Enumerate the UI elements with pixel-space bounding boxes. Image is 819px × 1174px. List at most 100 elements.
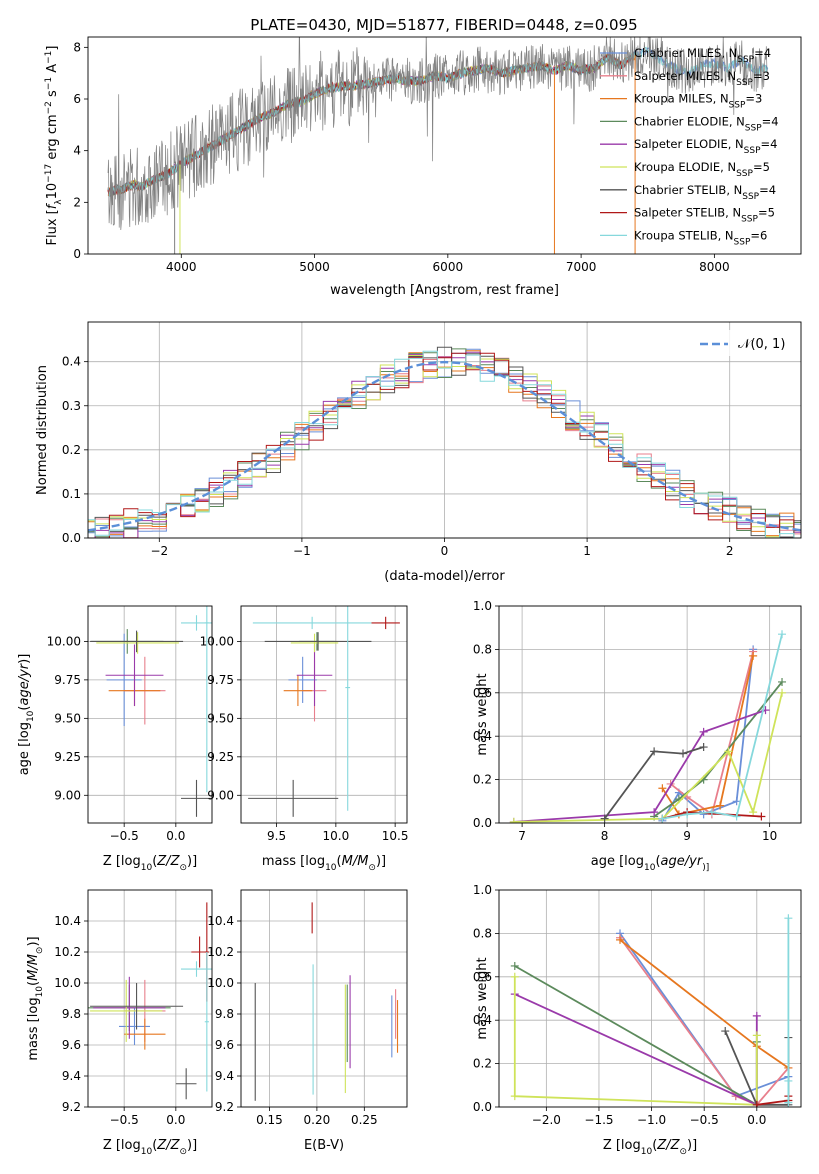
y-tick-label: 0.1 [62, 487, 81, 501]
y-tick-label: 0.6 [473, 686, 492, 700]
x-tick-label: 9 [683, 829, 691, 843]
mass-weight-line [513, 976, 758, 1106]
y-tick-label: 9.50 [207, 711, 234, 725]
mass_vs_Z-plot-area [88, 902, 212, 1100]
mass-weight-marker [784, 914, 793, 923]
mass-weight-marker [616, 935, 625, 944]
y-tick-label: 10.2 [54, 945, 81, 959]
massweight_vs_age-xlabel: age [log10(age/yr)] [591, 854, 709, 873]
massweight_vs_Z-xlabel: Z [log10(Z/Z⊙)] [603, 1138, 697, 1157]
y-tick-label: 1.0 [473, 883, 492, 897]
x-tick-label: 0 [441, 544, 449, 558]
y-tick-label: 10.0 [54, 976, 81, 990]
mass-weight-marker [510, 961, 519, 970]
gaussian-curve [88, 360, 801, 532]
mass-weight-marker [658, 784, 667, 793]
legend-label: Chabrier STELIB, NSSP=4 [634, 183, 776, 202]
spectrum-xlabel: wavelength [Angstrom, rest frame] [330, 283, 559, 298]
y-tick-label: 9.50 [54, 711, 81, 725]
x-tick-label: 8000 [699, 260, 730, 274]
legend-label: Salpeter ELODIE, NSSP=4 [634, 137, 777, 156]
x-tick-label: 0.20 [304, 1113, 331, 1127]
residuals-frame [87, 321, 802, 539]
spectrum-frame [87, 36, 802, 255]
x-tick-label: −1 [293, 544, 311, 558]
legend-label: Kroupa MILES, NSSP=3 [634, 92, 762, 111]
y-tick-label: 9.4 [62, 1069, 81, 1083]
mass-weight-line [514, 965, 758, 1107]
legend-label: Kroupa ELODIE, NSSP=5 [634, 160, 770, 179]
massweight_vs_Z-ylabel: mass weight [475, 957, 490, 1039]
x-tick-label: 5000 [299, 260, 330, 274]
mass-weight-marker [510, 1092, 519, 1101]
mass-weight-marker [699, 743, 708, 752]
x-tick-label: −1.0 [637, 1113, 666, 1127]
residual-histogram [88, 352, 801, 538]
x-tick-label: 9.5 [267, 829, 286, 843]
mass-weight-line [670, 651, 754, 816]
plots-layer: 4000 5000 6000 7000 8000 0 2 4 6 8 wavelength [Ang… [17, 36, 802, 1157]
age_vs_mass-plot-area [248, 606, 400, 817]
x-tick-label: −2 [150, 544, 168, 558]
mass-weight-marker [679, 749, 688, 758]
x-tick-label: 0.0 [747, 1113, 766, 1127]
mass-weight-marker [732, 812, 741, 821]
y-tick-label: 4 [73, 144, 81, 158]
y-tick-label: 0 [73, 247, 81, 261]
y-tick-label: 9.75 [54, 673, 81, 687]
mass-weight-marker [757, 812, 766, 821]
spectrum-axes: 4000 5000 6000 7000 8000 0 2 4 6 8 [73, 40, 729, 274]
legend-label: Salpeter MILES, NSSP=3 [634, 69, 770, 88]
y-tick-label: 9.25 [207, 750, 234, 764]
residual-histogram [88, 350, 801, 538]
legend-box [691, 330, 795, 356]
mass_vs_ebv-axes: 0.15 0.20 0.25 9.2 9.4 9.6 9.8 10.0 10.2 10.4 [207, 890, 407, 1127]
residuals-ylabel: Normed distribution [35, 365, 50, 495]
y-tick-label: 0.0 [473, 816, 492, 830]
x-tick-label: 2 [726, 544, 734, 558]
x-tick-label: −0.5 [110, 1113, 139, 1127]
mass_vs_Z-axes: −0.5 0.0 9.2 9.4 9.6 9.8 10.0 10.2 10.4 [54, 890, 212, 1127]
mass-weight-marker [752, 1031, 761, 1040]
y-tick-label: 8 [73, 40, 81, 54]
y-tick-label: 9.00 [207, 788, 234, 802]
y-tick-label: 0.0 [62, 531, 81, 545]
x-tick-label: 6000 [433, 260, 464, 274]
age_vs_Z-xlabel: Z [log10(Z/Z⊙)] [103, 854, 197, 873]
massweight_vs_Z-frame [498, 889, 802, 1108]
massweight_vs_age-plot-area [509, 630, 787, 823]
mass-weight-marker [784, 1076, 793, 1085]
legend-label: Chabrier MILES, NSSP=4 [634, 46, 771, 65]
spectrum-data-line [107, 37, 768, 231]
x-tick-label: −0.5 [110, 829, 139, 843]
mass-weight-marker [600, 814, 609, 823]
x-tick-label: 10 [762, 829, 777, 843]
mass-weight-marker [699, 727, 708, 736]
residual-histogram [88, 348, 801, 538]
x-tick-label: 7000 [566, 260, 597, 274]
x-tick-label: 4000 [166, 260, 197, 274]
y-tick-label: 2 [73, 195, 81, 209]
mass-weight-marker [752, 1011, 761, 1020]
mass-weight-marker [732, 797, 741, 806]
mass-weight-marker [650, 808, 659, 817]
mass-weight-line [653, 681, 783, 818]
mass-weight-marker [724, 747, 733, 756]
y-tick-label: 0.3 [62, 399, 81, 413]
x-tick-label: −2.0 [532, 1113, 561, 1127]
spectrum-model-line [107, 52, 637, 197]
mass-weight-line [513, 709, 766, 823]
x-tick-label: 7 [518, 829, 526, 843]
legend-label: Kroupa STELIB, NSSP=6 [634, 228, 767, 247]
residual-histogram [88, 346, 801, 538]
mass_vs_Z-xlabel: Z [log10(Z/Z⊙)] [103, 1138, 197, 1157]
mass-weight-marker [707, 808, 716, 817]
y-tick-label: 9.25 [54, 750, 81, 764]
mass_vs_ebv-frame [240, 889, 408, 1108]
residual-histogram [88, 351, 801, 538]
y-tick-label: 10.2 [207, 945, 234, 959]
legend-label: Salpeter STELIB, NSSP=5 [634, 206, 775, 225]
massweight_vs_Z-plot-area [510, 914, 793, 1107]
mass_vs_Z-ylabel: mass [log10(M/M⊙)] [26, 936, 45, 1060]
y-tick-label: 10.4 [207, 914, 234, 928]
